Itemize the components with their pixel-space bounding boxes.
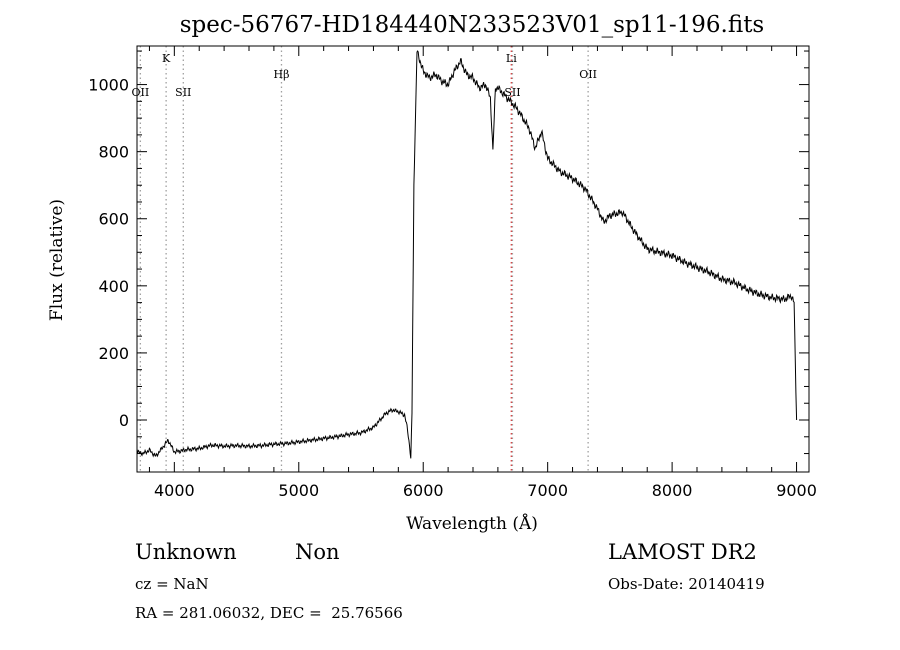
x-axis-label: Wavelength (Å): [406, 513, 538, 534]
redshift-text: cz = NaN: [135, 575, 209, 593]
x-tick-label: 4000: [154, 481, 195, 500]
y-tick-label: 600: [98, 210, 129, 229]
coordinates-text: RA = 281.06032, DEC = 25.76566: [135, 604, 403, 622]
spectral-line-label: Li: [506, 52, 517, 65]
flux-line: [136, 50, 798, 459]
plot-frame: [136, 45, 810, 473]
spectral-line-label: Hβ: [274, 68, 290, 81]
x-tick-label: 9000: [776, 481, 817, 500]
spectral-class: Unknown: [135, 540, 237, 564]
y-tick-label: 800: [98, 143, 129, 162]
spectral-line-label: SII: [504, 86, 520, 99]
obs-date-text: Obs-Date: 20140419: [608, 575, 765, 593]
spectral-line-label: OII: [579, 68, 597, 81]
y-tick-label: 400: [98, 277, 129, 296]
x-tick-label: 8000: [652, 481, 693, 500]
y-tick-label: 200: [98, 344, 129, 363]
x-tick-label: 7000: [527, 481, 568, 500]
spectral-line-label: K: [162, 52, 171, 65]
spectral-subclass: Non: [295, 540, 340, 564]
flux-series: [136, 50, 798, 459]
spectral-line-markers: OII K SII Hβ Li SII OII: [132, 46, 597, 472]
y-axis-label: Flux (relative): [47, 199, 67, 321]
axes: 4000 5000 6000 7000 8000 9000 0 200 400 600 800 100…: [88, 46, 817, 500]
y-tick-label: 1000: [88, 76, 129, 95]
spectral-line-label: SII: [175, 86, 191, 99]
x-tick-label: 6000: [403, 481, 444, 500]
survey-name: LAMOST DR2: [608, 540, 757, 564]
spectral-line-label: OII: [132, 86, 150, 99]
x-tick-label: 5000: [278, 481, 319, 500]
y-tick-label: 0: [119, 411, 129, 430]
chart-title: spec-56767-HD184440N233523V01_sp11-196.f…: [180, 12, 765, 38]
